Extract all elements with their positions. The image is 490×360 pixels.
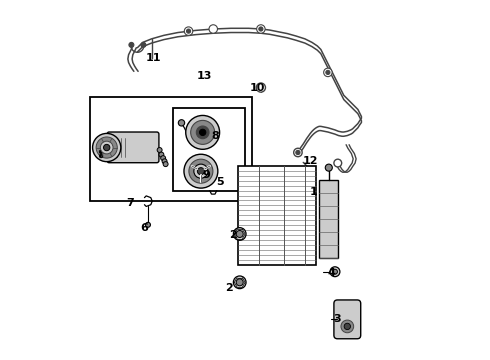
- Circle shape: [161, 156, 166, 161]
- Circle shape: [256, 83, 266, 92]
- Circle shape: [196, 126, 209, 139]
- Text: 1: 1: [310, 187, 318, 197]
- Text: 2: 2: [225, 283, 233, 293]
- FancyBboxPatch shape: [107, 132, 159, 163]
- Text: 5: 5: [217, 177, 224, 187]
- Bar: [172, 108, 245, 190]
- Text: 8: 8: [211, 131, 219, 141]
- Text: 2: 2: [229, 230, 237, 240]
- Circle shape: [141, 42, 146, 48]
- FancyBboxPatch shape: [334, 300, 361, 339]
- Circle shape: [344, 323, 350, 330]
- Circle shape: [103, 144, 110, 151]
- Text: 4: 4: [327, 269, 335, 279]
- Circle shape: [184, 27, 193, 35]
- Circle shape: [184, 154, 218, 188]
- Text: 3: 3: [333, 314, 341, 324]
- Circle shape: [199, 129, 206, 136]
- Circle shape: [100, 141, 113, 154]
- Circle shape: [233, 276, 246, 289]
- Circle shape: [146, 222, 150, 227]
- Text: 7: 7: [126, 198, 134, 208]
- Text: 9: 9: [202, 170, 210, 180]
- Circle shape: [296, 150, 300, 154]
- Circle shape: [191, 120, 215, 144]
- Circle shape: [294, 148, 302, 157]
- Text: 13: 13: [197, 71, 212, 81]
- Circle shape: [163, 162, 168, 167]
- Circle shape: [341, 320, 354, 333]
- Circle shape: [257, 25, 265, 33]
- Circle shape: [330, 267, 340, 277]
- Circle shape: [186, 116, 220, 149]
- Bar: [238, 166, 316, 265]
- Circle shape: [99, 154, 103, 158]
- Circle shape: [178, 120, 185, 126]
- Circle shape: [259, 27, 263, 31]
- Bar: [319, 180, 339, 258]
- Circle shape: [333, 269, 338, 274]
- Text: 12: 12: [302, 156, 318, 166]
- Text: 10: 10: [250, 83, 265, 93]
- Circle shape: [325, 164, 332, 171]
- Circle shape: [186, 29, 191, 33]
- Circle shape: [194, 164, 208, 178]
- Circle shape: [209, 25, 218, 33]
- Bar: [90, 97, 252, 201]
- Circle shape: [233, 228, 246, 240]
- Text: 6: 6: [141, 222, 148, 233]
- Circle shape: [236, 230, 243, 238]
- Circle shape: [189, 159, 213, 183]
- Text: 11: 11: [146, 53, 161, 63]
- Circle shape: [99, 150, 103, 154]
- Circle shape: [96, 137, 117, 158]
- Circle shape: [236, 279, 243, 286]
- Circle shape: [162, 159, 167, 164]
- Circle shape: [324, 68, 332, 77]
- Circle shape: [129, 42, 134, 48]
- Circle shape: [326, 70, 330, 75]
- Circle shape: [157, 148, 162, 153]
- Circle shape: [334, 159, 342, 167]
- Circle shape: [159, 152, 164, 157]
- Circle shape: [93, 134, 121, 162]
- Circle shape: [197, 168, 204, 175]
